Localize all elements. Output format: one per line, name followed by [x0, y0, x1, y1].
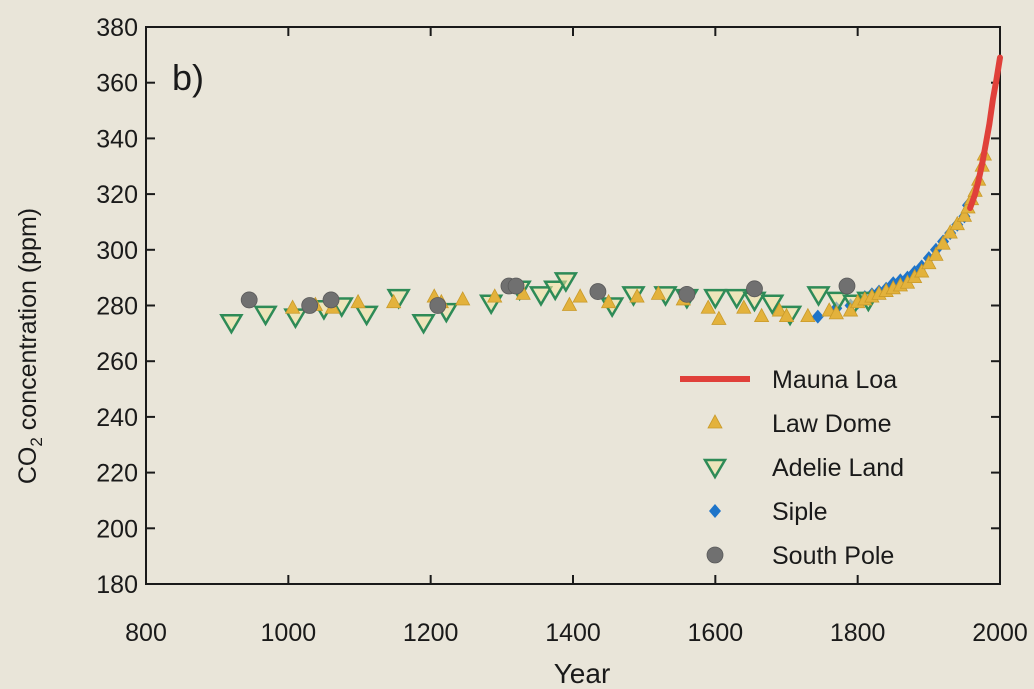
law-dome-point	[385, 293, 402, 309]
mauna-loa-line	[967, 54, 1003, 211]
law-dome-point	[828, 305, 844, 320]
law-dome-point	[928, 246, 944, 261]
y-axis-label-prefix: CO	[14, 447, 42, 485]
south-pole-point	[301, 297, 319, 314]
law-dome-point	[956, 207, 973, 222]
x-tick-label: 1800	[830, 619, 886, 647]
law-dome-point	[935, 235, 951, 250]
legend-label: Adelie Land	[772, 454, 904, 482]
x-tick-label: 1200	[403, 619, 459, 647]
legend-label: Siple	[772, 498, 828, 526]
y-axis-label-subscript: 2	[27, 437, 46, 446]
axes	[145, 26, 1001, 585]
y-tick-label: 360	[96, 70, 138, 98]
south-pole-point	[678, 285, 696, 303]
adelie-land-point	[411, 313, 436, 335]
adelie-land-point	[703, 288, 728, 310]
legend-label: South Pole	[772, 542, 894, 570]
data-marks	[219, 54, 1003, 335]
law-dome-point	[711, 310, 727, 325]
law-dome-point	[572, 288, 588, 303]
south-pole-point	[507, 277, 525, 295]
law-dome-point	[842, 302, 859, 317]
adelie-land-point	[825, 291, 850, 313]
law-dome-point	[700, 299, 716, 314]
y-tick-label: 300	[96, 237, 138, 265]
south-pole-point	[838, 277, 856, 295]
legend-item-siple: Siple	[709, 498, 828, 526]
law-dome-point	[771, 302, 788, 317]
law-dome-point	[487, 288, 503, 303]
legend-label: Mauna Loa	[772, 366, 897, 394]
legend-label: Law Dome	[772, 410, 892, 438]
adelie-land-point	[553, 272, 579, 293]
law-dome-point	[629, 288, 645, 303]
south-pole-point	[589, 283, 607, 300]
x-tick-label: 800	[125, 619, 167, 647]
y-tick-label: 180	[96, 571, 138, 599]
legend-swatch	[707, 414, 723, 429]
y-tick-label: 240	[96, 404, 138, 432]
adelie-land-point	[806, 286, 831, 307]
legend-item-south-pole: South Pole	[706, 542, 894, 570]
law-dome-point	[284, 299, 301, 314]
south-pole-point	[240, 291, 258, 309]
y-tick-label: 340	[96, 125, 138, 153]
law-dome-point	[800, 307, 816, 323]
y-tick-label: 320	[96, 181, 138, 209]
law-dome-point	[561, 296, 578, 311]
tick-labels: 180 200 220 240 260 280 300 320 340 360 380 800 1000…	[96, 14, 1028, 647]
law-dome-point	[942, 224, 958, 239]
adelie-land-point	[543, 280, 568, 302]
law-dome-point	[914, 263, 930, 278]
y-tick-label: 260	[96, 348, 138, 376]
y-tick-label: 220	[96, 460, 138, 488]
y-tick-label: 200	[96, 515, 138, 543]
legend-item-adelie-land: Adelie Land	[702, 454, 904, 482]
y-tick-label: 280	[96, 293, 138, 321]
x-tick-label: 1000	[261, 619, 317, 647]
y-tick-label: 380	[96, 14, 138, 42]
x-tick-label: 1600	[688, 619, 744, 647]
law-dome-point	[650, 285, 667, 300]
legend-swatch	[706, 546, 724, 564]
siple-point	[811, 309, 824, 324]
law-dome-point	[949, 215, 965, 231]
legend-item-law-dome: Law Dome	[707, 410, 892, 438]
law-dome-point	[736, 299, 752, 314]
law-dome-point	[921, 254, 937, 270]
y-axis-label-suffix: concentration (ppm)	[14, 208, 42, 437]
south-pole-point	[746, 280, 763, 298]
adelie-land-point	[354, 305, 379, 327]
south-pole-point	[322, 291, 340, 309]
law-dome-point	[350, 293, 366, 309]
x-axis-label: Year	[554, 658, 611, 689]
legend: Mauna Loa Law Dome Adelie Land Siple South P…	[680, 366, 904, 570]
adelie-land-point	[760, 294, 785, 316]
law-dome-point	[455, 291, 471, 306]
y-axis-label: CO2 concentration (ppm)	[14, 208, 46, 484]
south-pole-point	[429, 297, 447, 314]
adelie-land-point	[724, 288, 749, 310]
x-tick-label: 2000	[972, 619, 1028, 647]
adelie-land-point	[219, 313, 244, 335]
legend-item-mauna-loa: Mauna Loa	[680, 366, 897, 394]
adelie-land-point	[253, 305, 278, 327]
law-dome-point	[778, 307, 795, 323]
legend-swatch	[709, 504, 721, 518]
x-tick-label: 1400	[545, 619, 601, 647]
legend-swatch	[702, 458, 728, 480]
law-dome-point	[600, 293, 617, 309]
panel-label: b)	[172, 57, 204, 98]
law-dome-point	[753, 307, 770, 323]
adelie-land-point	[528, 286, 554, 307]
